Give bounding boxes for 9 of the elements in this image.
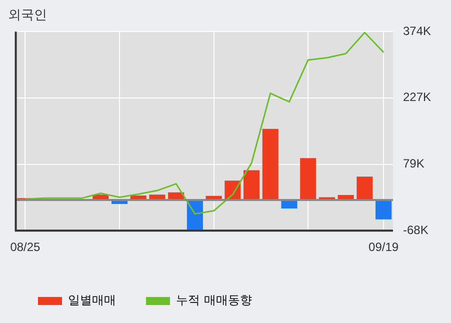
legend-label: 누적 매매동향: [176, 293, 252, 308]
x-tick-label: 08/25: [10, 240, 41, 254]
y-tick-label: 227K: [402, 90, 432, 104]
y-tick-label: 79K: [402, 156, 424, 171]
y-tick-label: -68K: [402, 222, 428, 237]
chart-title: 외국인: [8, 8, 47, 24]
y-tick-label: 374K: [402, 24, 432, 38]
legend-label: 일별매매: [68, 293, 116, 308]
x-tick-label: 09/19: [368, 240, 399, 254]
